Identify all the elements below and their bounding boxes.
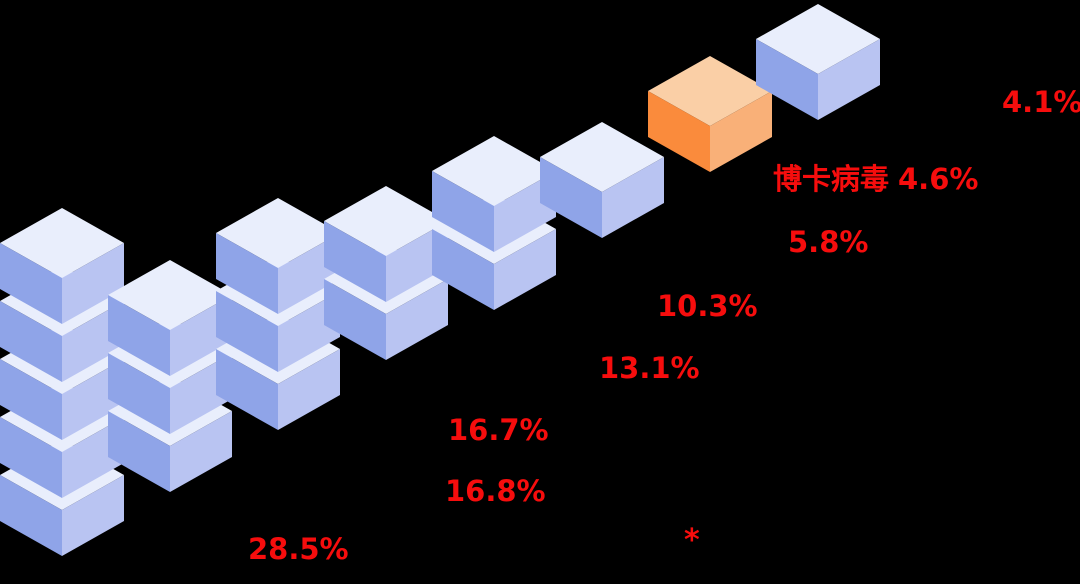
cube: [540, 122, 664, 238]
cube-left-face: [0, 243, 62, 324]
value-label: 28.5%: [248, 532, 349, 566]
bar-column-2: [108, 260, 232, 492]
value-label: 5.8%: [788, 225, 868, 259]
cube-left-face: [648, 91, 710, 172]
cube-left-face: [432, 229, 494, 310]
cube-left-face: [108, 353, 170, 434]
series-name-label: 博卡病毒: [773, 162, 889, 196]
value-label: 16.7%: [448, 413, 549, 447]
cube-right-face: [602, 157, 664, 238]
cube-left-face: [432, 171, 494, 252]
value-label: 10.3%: [657, 289, 758, 323]
cube-right-face: [62, 243, 124, 324]
footnote-asterisk: *: [684, 523, 700, 558]
cube: [0, 208, 124, 324]
cube-left-face: [108, 295, 170, 376]
cube-left-face: [0, 475, 62, 556]
cube-right-face: [494, 229, 556, 310]
cube: [756, 4, 880, 120]
cube-left-face: [540, 157, 602, 238]
cube-left-face: [108, 411, 170, 492]
cube: [324, 186, 448, 302]
bar-column-4: [324, 186, 448, 360]
bar-column-8: [756, 4, 880, 120]
bar-column-6: [540, 122, 664, 238]
bar-column-5: [432, 136, 556, 310]
cube: [216, 198, 340, 314]
cube-right-face: [818, 39, 880, 120]
bar-column-3: [216, 198, 340, 430]
cube-right-face: [386, 279, 448, 360]
cube-right-face: [62, 475, 124, 556]
cube-left-face: [216, 291, 278, 372]
cube-left-face: [0, 301, 62, 382]
value-label: 4.6%: [898, 162, 978, 196]
value-label: 4.1%: [1002, 85, 1080, 119]
cube-left-face: [216, 349, 278, 430]
cube: [648, 56, 772, 172]
bar-column-1: [0, 208, 124, 556]
cube-left-face: [324, 221, 386, 302]
cube-left-face: [216, 233, 278, 314]
cube-right-face: [710, 91, 772, 172]
cube-left-face: [756, 39, 818, 120]
bar-column-7-highlighted: [648, 56, 772, 172]
cube-right-face: [278, 349, 340, 430]
cube-left-face: [0, 359, 62, 440]
value-label: 13.1%: [599, 351, 700, 385]
cube-right-face: [170, 411, 232, 492]
cube-left-face: [324, 279, 386, 360]
cube-left-face: [0, 417, 62, 498]
value-label: 16.8%: [445, 474, 546, 508]
